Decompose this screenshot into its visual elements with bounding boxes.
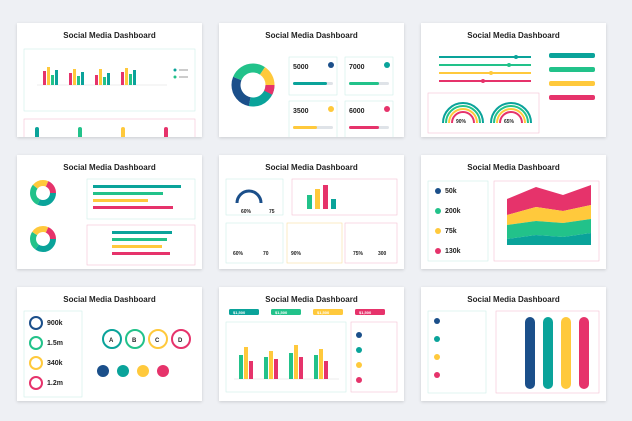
slide-title: Social Media Dashboard (467, 163, 560, 172)
donut-chart (231, 63, 275, 107)
snapchat-icon (328, 106, 334, 112)
bar-group-1 (43, 67, 136, 85)
slide-title: Social Media Dashboard (63, 163, 156, 172)
slide-title: Social Media Dashboard (467, 295, 560, 304)
stat-value: 1.2m (47, 380, 63, 387)
instagram-icon (157, 365, 169, 377)
gauge-2-value: 65% (504, 119, 515, 125)
gauge-1-value: 90% (456, 119, 467, 125)
stat-value: 75k (445, 228, 457, 235)
slide-3[interactable]: Social Media Dashboard 90% (421, 23, 606, 137)
slide-1[interactable]: Social Media Dashboard (17, 23, 202, 137)
gauge-value: 90% (291, 251, 302, 257)
facebook-icon (328, 62, 334, 68)
slide-title: Social Media Dashboard (265, 163, 358, 172)
stat-tiktok-value: 7000 (349, 64, 365, 71)
slide-grid: Social Media Dashboard Social Media Dash… (17, 23, 606, 401)
slide-7-graphics: 900k 1.5m 340k 1.2m A B C D (23, 310, 191, 398)
donut-chart-2 (30, 226, 56, 252)
tiktok-icon (117, 365, 129, 377)
gauge-value: 60% (241, 209, 252, 215)
slide-9-graphics (427, 310, 600, 394)
stat-value: 200k (445, 208, 461, 215)
slide-3-graphics: 90% 65% (427, 53, 595, 134)
svg-text:B: B (132, 338, 137, 344)
slide-title: Social Media Dashboard (63, 31, 156, 40)
slide-7[interactable]: Social Media Dashboard 900k 1.5m 340k 1.… (17, 287, 202, 401)
slide-6-graphics: 50k 200k 75k 130k (427, 180, 600, 262)
stat-value: 340k (47, 360, 63, 367)
svg-text:A: A (109, 338, 114, 344)
gauge-value: 60% (233, 251, 244, 257)
snapchat-icon (137, 365, 149, 377)
stat-value: 900k (47, 320, 63, 327)
stat-snapchat-value: 3500 (293, 108, 309, 115)
slide-8-graphics: $1,500 $1,500 $1,500 $1,500 (225, 309, 398, 393)
tiktok-icon (384, 62, 390, 68)
slide-1-graphics (23, 48, 196, 137)
revenue-value: $1,500 (275, 310, 288, 315)
slide-8[interactable]: Social Media Dashboard $1,500 $1,500 $1,… (219, 287, 404, 401)
revenue-value: $1,500 (233, 310, 246, 315)
slide-4[interactable]: Social Media Dashboard (17, 155, 202, 269)
stat-value: 130k (445, 248, 461, 255)
svg-text:C: C (155, 338, 160, 344)
slide-4-graphics (30, 178, 196, 266)
gauge-value: 75% (353, 251, 364, 257)
stat-instagram-value: 6000 (349, 108, 365, 115)
instagram-icon (384, 106, 390, 112)
revenue-value: $1,500 (359, 310, 372, 315)
svg-text:D: D (178, 338, 183, 344)
slide-2[interactable]: Social Media Dashboard 5000 7000 3500 60… (219, 23, 404, 137)
slide-5-graphics: 60% 75 60% 70 90% 75% 300 (225, 178, 398, 264)
gauge-value: 70 (263, 251, 269, 257)
slide-2-graphics: 5000 7000 3500 6000 (231, 56, 394, 137)
slide-title: Social Media Dashboard (265, 295, 358, 304)
slide-6[interactable]: Social Media Dashboard 50k 200k 75k 130k (421, 155, 606, 269)
gauge-1 (442, 102, 484, 124)
facebook-icon (97, 365, 109, 377)
gauge-value: 75 (269, 209, 275, 215)
gauge-value: 300 (378, 251, 387, 257)
slide-9[interactable]: Social Media Dashboard (421, 287, 606, 401)
slide-title: Social Media Dashboard (265, 31, 358, 40)
slide-title: Social Media Dashboard (63, 295, 156, 304)
stat-facebook-value: 5000 (293, 64, 309, 71)
stat-value: 50k (445, 188, 457, 195)
donut-chart-1 (30, 180, 56, 206)
stat-value: 1.5m (47, 340, 63, 347)
slide-5[interactable]: Social Media Dashboard 60% 75 60% 70 90%… (219, 155, 404, 269)
slide-title: Social Media Dashboard (467, 31, 560, 40)
gauge-2 (490, 102, 532, 124)
revenue-value: $1,500 (317, 310, 330, 315)
